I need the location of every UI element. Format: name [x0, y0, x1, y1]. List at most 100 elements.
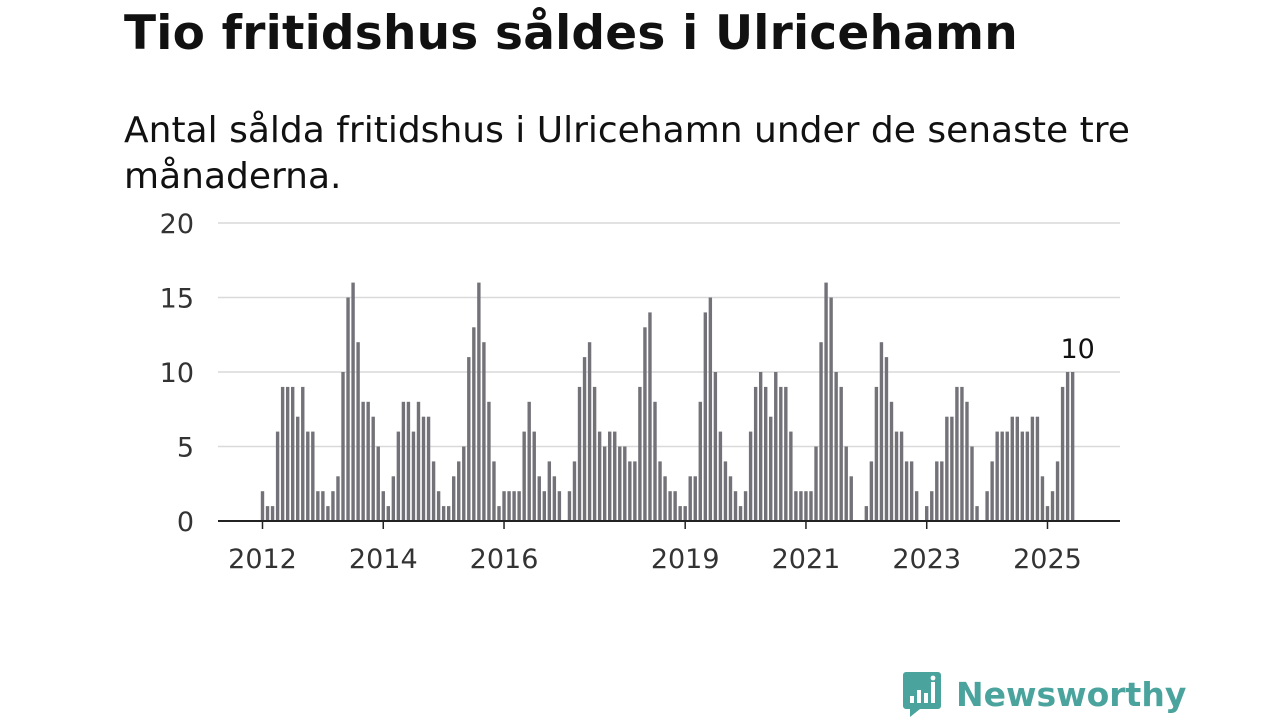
bar — [955, 386, 959, 521]
bar — [371, 416, 375, 521]
bar — [512, 491, 516, 521]
bar — [638, 386, 642, 521]
bar — [688, 476, 692, 521]
bar — [1000, 431, 1004, 521]
bar — [507, 491, 511, 521]
x-tick-label: 2012 — [228, 544, 297, 575]
bar — [396, 431, 401, 521]
bar — [462, 446, 466, 521]
bar — [557, 491, 562, 521]
bar — [326, 506, 330, 521]
axis-labels: 0 5 10 15 20 2012 2014 2016 2019 2021 2023 2025 10 — [160, 209, 1095, 575]
bar — [738, 506, 743, 521]
y-tick-label: 20 — [160, 209, 194, 240]
bar — [774, 372, 778, 521]
bar — [874, 386, 879, 521]
bar — [306, 431, 310, 521]
x-tick-label: 2016 — [470, 544, 539, 575]
bar — [769, 416, 773, 521]
bar — [331, 491, 335, 521]
bar — [990, 461, 994, 521]
bar — [1035, 416, 1040, 521]
bar — [381, 491, 385, 521]
bar — [1050, 491, 1055, 521]
bar — [633, 461, 637, 521]
bar — [316, 491, 320, 521]
bar — [758, 372, 763, 521]
newsworthy-logo-icon — [903, 672, 941, 717]
bar — [909, 461, 914, 521]
bar — [1020, 431, 1025, 521]
bar — [527, 401, 531, 521]
x-tick-label: 2019 — [651, 544, 720, 575]
bar — [280, 386, 285, 521]
bar — [1070, 372, 1075, 521]
bar — [1010, 416, 1014, 521]
bar — [472, 327, 476, 521]
annotation-label: 10 — [1061, 334, 1095, 365]
bar — [321, 491, 325, 521]
bar — [351, 282, 355, 521]
y-tick-label: 0 — [177, 507, 194, 538]
bar — [452, 476, 456, 521]
bar — [648, 312, 652, 521]
bar — [467, 357, 471, 521]
bar — [663, 476, 667, 521]
x-axis — [218, 520, 1120, 529]
bar — [376, 446, 380, 521]
bar — [1040, 476, 1045, 521]
bar — [839, 386, 843, 521]
bar — [703, 312, 708, 521]
bar — [608, 431, 612, 521]
bar — [492, 461, 496, 521]
bar — [406, 401, 411, 521]
bar — [446, 506, 451, 521]
bar — [618, 446, 622, 521]
bar — [270, 506, 275, 521]
bar — [547, 461, 552, 521]
bar — [401, 401, 406, 521]
bar — [945, 416, 949, 521]
chart-subtitle: Antal sålda fritidshus i Ulricehamn unde… — [124, 110, 1130, 197]
bar — [678, 506, 682, 521]
bar — [285, 386, 290, 521]
bar — [653, 401, 657, 521]
bar — [426, 416, 431, 521]
bar — [794, 491, 798, 521]
bar — [296, 416, 300, 521]
bar — [995, 431, 999, 521]
bar — [346, 297, 350, 521]
bar — [290, 386, 295, 521]
bar — [587, 342, 592, 521]
bar — [733, 491, 738, 521]
x-tick-label: 2025 — [1013, 544, 1082, 575]
bar — [502, 491, 506, 521]
bar — [421, 416, 426, 521]
bar — [497, 506, 501, 521]
bar — [265, 506, 270, 521]
bar — [728, 476, 733, 521]
bar — [950, 416, 954, 521]
bar — [532, 431, 536, 521]
bar — [411, 431, 416, 521]
bar — [940, 461, 944, 521]
bar — [366, 401, 370, 521]
y-tick-label: 5 — [177, 433, 194, 464]
bar — [884, 357, 889, 521]
bar — [829, 297, 833, 521]
bar — [814, 446, 818, 521]
bar — [517, 491, 521, 521]
bar — [879, 342, 884, 521]
bar — [824, 282, 828, 521]
bar — [930, 491, 934, 521]
bar — [361, 401, 365, 521]
bar — [336, 476, 340, 521]
bar — [935, 461, 939, 521]
bar — [764, 386, 768, 521]
bar — [436, 491, 441, 521]
bar — [1065, 372, 1070, 521]
bar — [683, 506, 687, 521]
bar — [779, 386, 783, 521]
bar — [275, 431, 280, 521]
bar — [698, 401, 702, 521]
